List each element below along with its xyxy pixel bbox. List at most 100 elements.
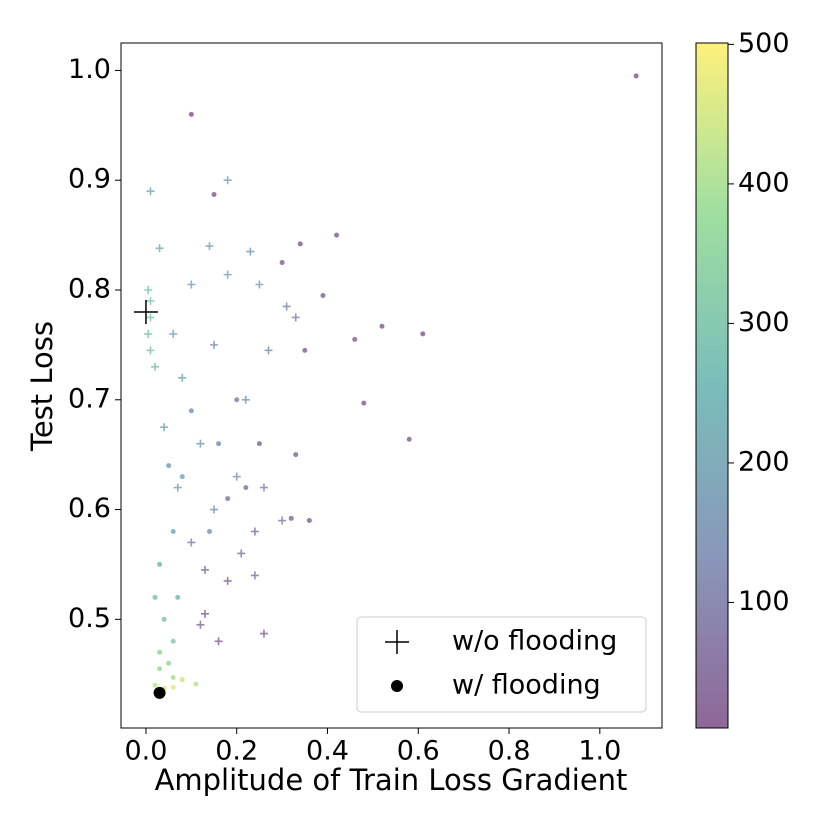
dot-point (406, 436, 412, 442)
dot-point (234, 397, 240, 403)
dot-point (157, 561, 163, 567)
plus-point (146, 187, 155, 196)
dot-point (379, 323, 385, 329)
plus-point (214, 637, 223, 646)
dot-point (175, 594, 181, 600)
colorbar-tick-label: 300 (738, 307, 790, 338)
dot-point (211, 191, 217, 197)
plus-point (237, 549, 246, 558)
legend-box (356, 616, 647, 713)
dot-point (352, 336, 358, 342)
legend: w/o flooding w/ flooding (356, 616, 647, 713)
plus-point (210, 505, 219, 514)
plus-point (146, 346, 155, 355)
colorbar-tick-label: 100 (738, 586, 790, 617)
colorbar-tick-label: 500 (738, 28, 790, 59)
legend-label: w/ flooding (452, 670, 601, 701)
dot-point (288, 515, 294, 521)
x-tick-label: 0.4 (306, 736, 349, 767)
dot-point (361, 400, 367, 406)
dot-point (302, 347, 308, 353)
plus-point (205, 242, 214, 251)
plus-point (196, 439, 205, 448)
dot-point (166, 463, 172, 469)
dot-point (166, 660, 172, 666)
final-plus (133, 299, 158, 324)
plus-point (169, 329, 178, 338)
plus-point (278, 516, 287, 525)
plus-point (232, 472, 241, 481)
y-tick-label: 0.5 (68, 603, 111, 634)
plus-point (210, 340, 219, 349)
dot-point (243, 485, 249, 491)
plus-point (259, 483, 268, 492)
x-tick-label: 0.8 (488, 736, 531, 767)
plus-point (146, 313, 155, 322)
plus-point (146, 296, 155, 305)
dot-point (334, 232, 340, 238)
y-tick-label: 0.7 (68, 383, 111, 414)
legend-marker (385, 630, 409, 654)
plus-point (282, 302, 291, 311)
plus-point (246, 247, 255, 256)
dot-point (157, 649, 163, 655)
dot-point (297, 241, 303, 247)
plus-point (187, 538, 196, 547)
colorbar (695, 42, 729, 729)
dot-point (216, 441, 222, 447)
plus-point (160, 423, 169, 432)
dot-point (306, 518, 312, 524)
plus-point (291, 313, 300, 322)
dot-point (225, 496, 231, 502)
dot-point (207, 529, 213, 535)
dot-point (420, 331, 426, 337)
plus-point (200, 565, 209, 574)
dot-point (293, 452, 299, 458)
dot-point (188, 111, 194, 117)
plus-point (144, 285, 153, 294)
plus-point (223, 176, 232, 185)
legend-label: w/o flooding (452, 626, 617, 657)
dot-point (193, 681, 199, 687)
dot-point (633, 73, 639, 79)
plus-point (144, 329, 153, 338)
dot-point (170, 638, 176, 644)
plus-point (241, 395, 250, 404)
dot-point (256, 441, 262, 447)
plus-point (223, 576, 232, 585)
plot-area (120, 42, 663, 729)
dot-point (170, 529, 176, 535)
x-tick-label: 0.0 (124, 736, 167, 767)
plus-point (200, 609, 209, 618)
plus-point (250, 571, 259, 580)
x-tick-label: 0.2 (215, 736, 258, 767)
plus-point (250, 527, 259, 536)
plus-point (173, 483, 182, 492)
colorbar-tick-label: 400 (738, 167, 790, 198)
plus-point (178, 373, 187, 382)
dot-point (279, 260, 285, 266)
x-tick-label: 0.6 (397, 736, 440, 767)
dot-point (188, 408, 194, 414)
dot-point (157, 666, 163, 672)
plus-point (255, 280, 264, 289)
y-tick-label: 0.8 (68, 273, 111, 304)
dot-point (170, 675, 176, 681)
final-dot (153, 686, 166, 699)
dot-point (161, 616, 167, 622)
x-tick-label: 1.0 (578, 736, 621, 767)
plus-point (196, 620, 205, 629)
plus-point (151, 362, 160, 371)
x-axis-label: Amplitude of Train Loss Gradient (155, 763, 628, 797)
dot-point (179, 677, 185, 683)
plus-point (223, 270, 232, 279)
plus-point (187, 280, 196, 289)
dot-point (170, 684, 176, 690)
dot-point (179, 474, 185, 480)
y-tick-label: 1.0 (68, 54, 111, 85)
plus-point (264, 346, 273, 355)
y-tick-label: 0.9 (68, 164, 111, 195)
plus-point (155, 244, 164, 253)
dot-point (152, 594, 158, 600)
